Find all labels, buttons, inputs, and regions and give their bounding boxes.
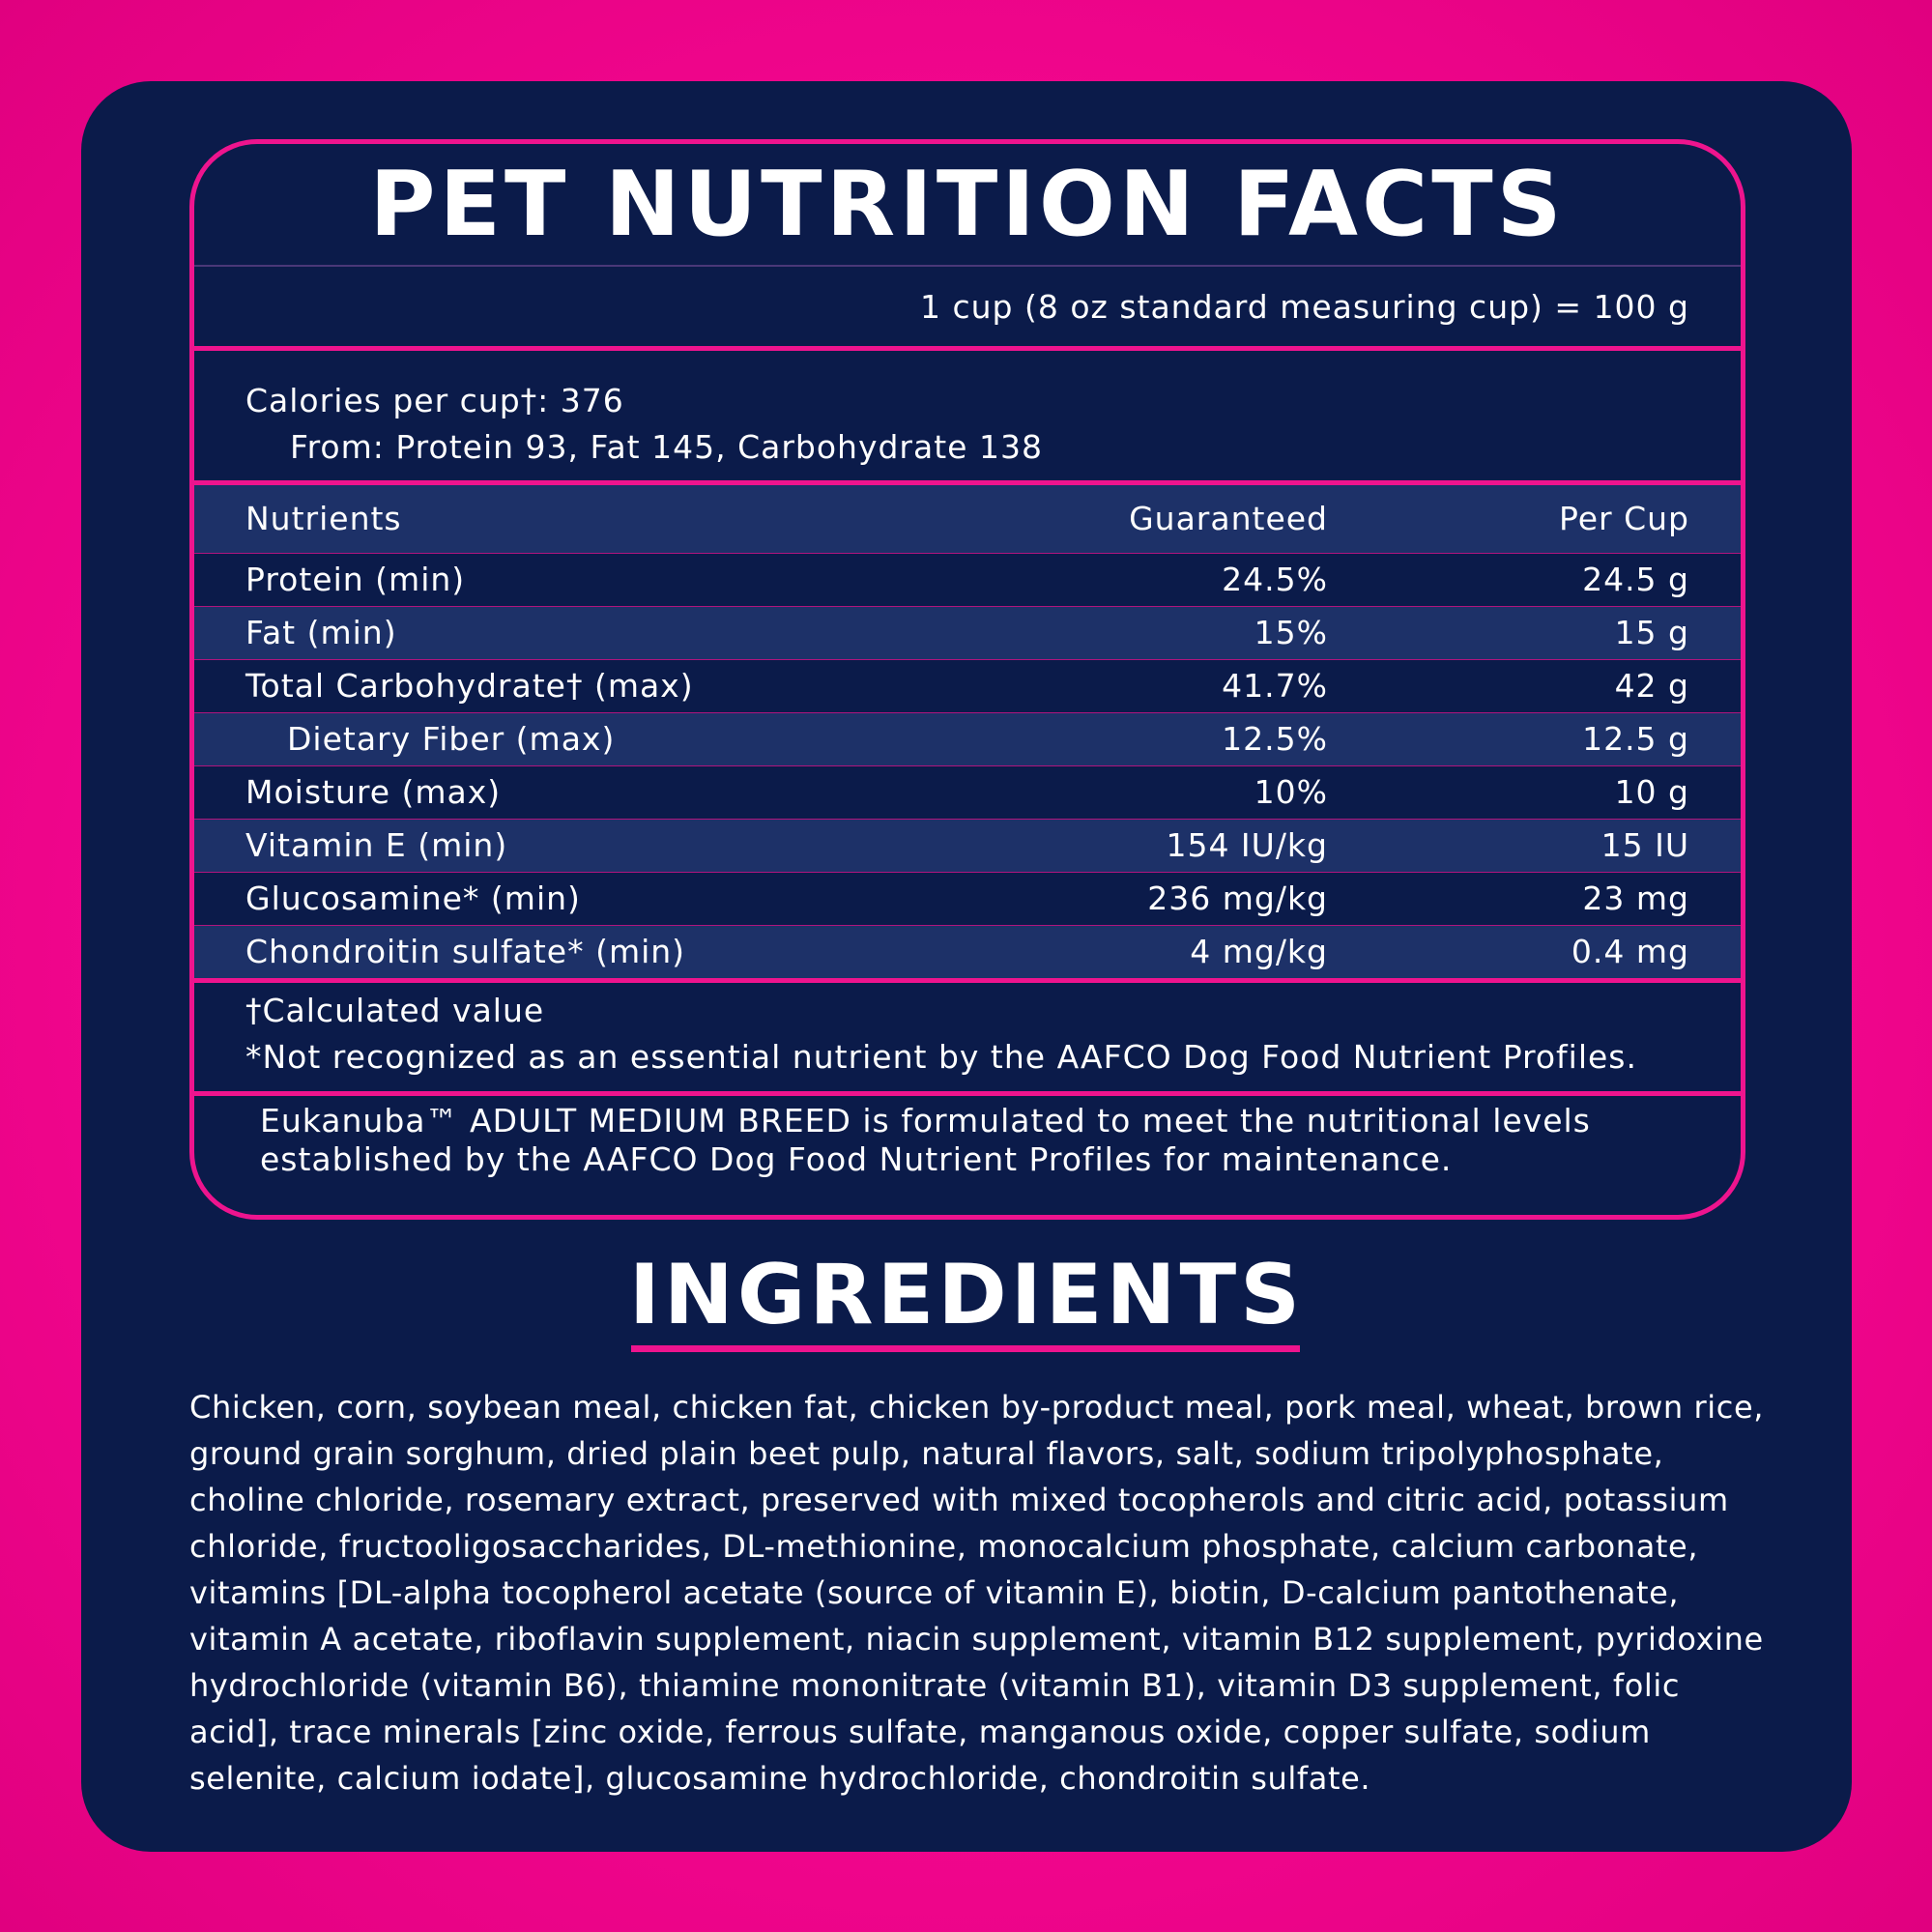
per-cup-value: 24.5 g [1379, 553, 1741, 607]
aafco-statement: Eukanuba™ ADULT MEDIUM BREED is formulat… [260, 1102, 1690, 1179]
footnote-calculated: †Calculated value [245, 992, 545, 1029]
ingredients-underline [631, 1345, 1300, 1352]
nutrient-name: Protein (min) [245, 561, 466, 598]
guaranteed-value: 154 IU/kg [1166, 826, 1328, 864]
nutrition-facts-panel: PET NUTRITION FACTS 1 cup (8 oz standard… [189, 139, 1745, 1220]
calories-block: Calories per cup†: 376 From: Protein 93,… [245, 378, 1043, 471]
column-header-per-cup: Per Cup [1379, 485, 1741, 554]
guaranteed-value: 41.7% [1222, 667, 1328, 705]
nutrient-name: Dietary Fiber (max) [287, 720, 616, 758]
per-cup-value: 10 g [1379, 765, 1741, 820]
table-row: Chondroitin sulfate* (min) 4 mg/kg 0.4 mg [194, 925, 1741, 978]
table-row: Total Carbohydrate† (max) 41.7% 42 g [194, 659, 1741, 713]
table-row: Protein (min) 24.5% 24.5 g [194, 553, 1741, 607]
divider [194, 1091, 1741, 1096]
table-row: Vitamin E (min) 154 IU/kg 15 IU [194, 819, 1741, 873]
per-cup-value: 15 g [1379, 606, 1741, 660]
divider [194, 978, 1741, 983]
guaranteed-value: 24.5% [1222, 561, 1328, 598]
footnote-aafco: *Not recognized as an essential nutrient… [245, 1038, 1637, 1076]
divider [194, 480, 1741, 485]
per-cup-value: 15 IU [1379, 819, 1741, 873]
guaranteed-value: 10% [1254, 773, 1328, 811]
nutrient-table: Nutrients Guaranteed Per Cup Protein (min… [194, 485, 1741, 978]
nutrient-name: Chondroitin sulfate* (min) [245, 933, 686, 971]
per-cup-value: 0.4 mg [1571, 933, 1689, 971]
table-row: Dietary Fiber (max) 12.5% 12.5 g [194, 712, 1741, 766]
table-header-row: Nutrients Guaranteed Per Cup [194, 485, 1741, 554]
footnotes: †Calculated value *Not recognized as an … [245, 988, 1637, 1081]
nutrition-title: PET NUTRITION FACTS [369, 152, 1566, 256]
serving-size: 1 cup (8 oz standard measuring cup) = 10… [194, 265, 1741, 346]
guaranteed-value: 12.5% [1222, 720, 1328, 758]
table-row: Glucosamine* (min) 236 mg/kg 23 mg [194, 872, 1741, 926]
nutrient-name: Vitamin E (min) [245, 826, 508, 864]
guaranteed-value: 15% [1254, 614, 1328, 651]
ingredients-list: Chicken, corn, soybean meal, chicken fat… [189, 1389, 1765, 1797]
statement-line: established by the AAFCO Dog Food Nutrie… [260, 1140, 1453, 1178]
statement-line: Eukanuba™ ADULT MEDIUM BREED is formulat… [260, 1102, 1591, 1139]
table-row: Moisture (max) 10% 10 g [194, 765, 1741, 820]
table-row: Fat (min) 15% 15 g [194, 606, 1741, 660]
column-header-nutrients: Nutrients [245, 500, 402, 538]
calories-from: From: Protein 93, Fat 145, Carbohydrate … [290, 428, 1043, 466]
per-cup-value: 42 g [1379, 659, 1741, 713]
ingredients-title: INGREDIENTS [628, 1247, 1305, 1343]
nutrient-name: Fat (min) [245, 614, 397, 651]
guaranteed-value: 236 mg/kg [1147, 879, 1328, 917]
guaranteed-value: 4 mg/kg [1190, 933, 1328, 971]
nutrition-card: PET NUTRITION FACTS 1 cup (8 oz standard… [81, 81, 1852, 1852]
calories-per-cup: Calories per cup†: 376 [245, 382, 624, 419]
nutrient-name: Total Carbohydrate† (max) [245, 667, 694, 705]
per-cup-value: 12.5 g [1379, 712, 1741, 766]
nutrient-name: Glucosamine* (min) [245, 879, 581, 917]
column-header-guaranteed: Guaranteed [1129, 500, 1328, 538]
divider [194, 346, 1741, 351]
per-cup-value: 23 mg [1379, 872, 1741, 926]
nutrient-name: Moisture (max) [245, 773, 502, 811]
